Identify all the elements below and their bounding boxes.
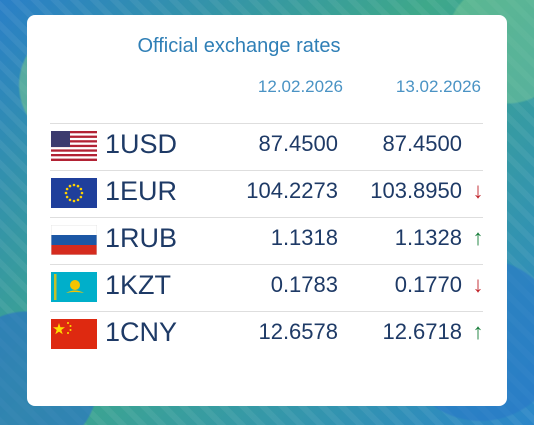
rate-value-date2: 0.1770 [394, 272, 462, 297]
currency-code: 1USD [105, 129, 178, 159]
currency-code: 1CNY [105, 317, 178, 347]
rate-value-date2: 1.1328 [394, 225, 462, 250]
rate-row-eur: 1EUR 104.2273 103.8950 ↓ [50, 171, 484, 218]
rate-value-date2: 103.8950 [370, 178, 462, 203]
exchange-rates-card: Official exchange rates 12.02.2026 13.02… [27, 15, 507, 406]
rate-row-cny: 1CNY 12.6578 12.6718 ↑ [50, 312, 484, 358]
rate-value-date2: 87.4500 [382, 131, 462, 156]
card-title: Official exchange rates [137, 35, 341, 57]
trend-down-arrow-icon: ↓ [472, 178, 484, 203]
us-flag-icon [51, 131, 97, 161]
trend-up-arrow-icon: ↑ [472, 225, 484, 250]
rate-value-date1: 0.1783 [270, 272, 338, 297]
rate-value-date1: 87.4500 [258, 131, 338, 156]
date-column-1: 12.02.2026 [257, 77, 343, 96]
rate-value-date1: 12.6578 [258, 319, 338, 344]
trend-up-arrow-icon: ↑ [472, 319, 484, 344]
date-column-2: 13.02.2026 [395, 77, 481, 96]
rate-row-usd: 1USD 87.4500 87.4500 [50, 124, 483, 171]
currency-code: 1KZT [105, 270, 172, 300]
rate-value-date2: 12.6718 [382, 319, 462, 344]
header-divider [50, 123, 483, 124]
trend-down-arrow-icon: ↓ [472, 272, 484, 297]
rate-value-date1: 1.1318 [270, 225, 338, 250]
ru-flag-icon [51, 225, 97, 255]
currency-code: 1RUB [105, 223, 178, 253]
cn-flag-icon [51, 319, 97, 349]
rate-value-date1: 104.2273 [246, 178, 338, 203]
kz-flag-icon [51, 272, 97, 302]
rate-row-kzt: 1KZT 0.1783 0.1770 ↓ [50, 265, 484, 312]
rate-row-rub: 1RUB 1.1318 1.1328 ↑ [50, 218, 484, 265]
eu-flag-icon [51, 178, 97, 208]
currency-code: 1EUR [105, 176, 178, 206]
